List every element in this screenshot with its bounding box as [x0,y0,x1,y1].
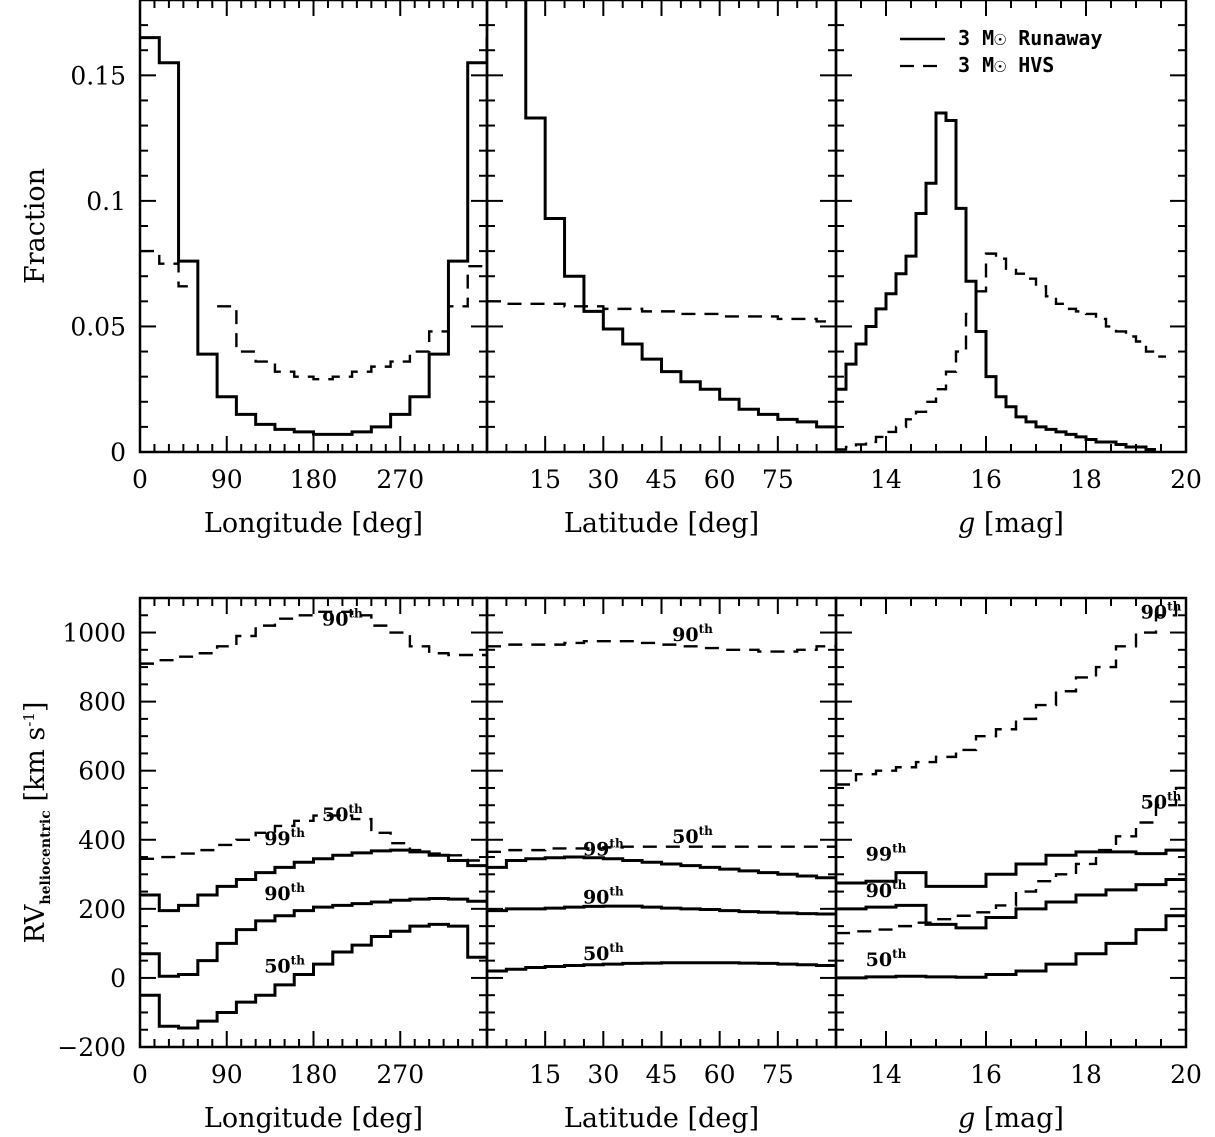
series-dashed-1 [836,786,1186,935]
panel-bottom-0: 0 90 180 270−20002004006008001000Longitude … [20,596,489,1134]
series-solid-0 [140,36,487,436]
x-tick-label: 0 [132,1060,148,1089]
x-tick-label: 180 [290,1060,338,1089]
y-tick-label: 0.05 [70,312,126,341]
x-tick-label: 16 [970,465,1002,494]
percentile-label: 90th [583,885,624,909]
x-tick-label: 60 [704,1060,736,1089]
y-tick-label: 400 [78,826,126,855]
plot-frame [138,596,489,1049]
percentile-label: 50th [583,941,624,965]
legend-label: 3 M☉ Runaway [958,26,1103,50]
series-dashed-1 [140,249,487,381]
plot-frame [485,596,838,1049]
x-tick-label: 15 [529,1060,561,1089]
percentile-label: 90th [866,878,907,902]
x-axis-title: Latitude [deg] [564,508,759,539]
series-solid-0 [524,0,836,429]
series-dashed-0 [140,610,487,665]
y-tick-label: 0 [110,438,126,467]
x-tick-label: 60 [704,465,736,494]
y-tick-label: 0.1 [86,187,126,216]
percentile-label: 50th [672,824,713,848]
x-tick-label: 30 [587,1060,619,1089]
plot-frame [834,596,1188,1049]
series-solid-4 [487,961,836,973]
y-tick-label: 600 [78,757,126,786]
x-axis-title: g [mag] [958,508,1064,539]
x-tick-label: 75 [762,465,794,494]
percentile-label: 90th [322,607,363,631]
x-tick-label: 15 [529,465,561,494]
x-tick-label: 90 [211,465,243,494]
series-solid-2 [836,848,1186,888]
y-tick-label: 0 [110,964,126,993]
x-tick-label: 16 [970,1060,1002,1089]
plot-frame [485,0,838,454]
panel-bottom-2: 14 16 18 20 g [mag] 90th 50th 99th 90th 50th [834,596,1202,1134]
x-tick-label: 14 [870,465,902,494]
x-tick-label: 45 [646,465,678,494]
percentile-label: 99th [866,841,907,865]
y-tick-label: 800 [78,688,126,717]
x-tick-label: 20 [1170,465,1202,494]
percentile-label: 90th [264,881,305,905]
legend-label: 3 M☉ HVS [958,53,1054,77]
plot-frame [138,0,489,454]
series-dashed-0 [487,637,836,653]
x-tick-label: 20 [1170,1060,1202,1089]
series-solid-0 [836,111,1156,451]
y-tick-label: −200 [57,1033,126,1062]
percentile-label: 90th [1141,600,1182,624]
percentile-label: 50th [866,947,907,971]
x-tick-label: 0 [132,465,148,494]
plot-frame [834,0,1188,454]
series-dashed-1 [487,844,836,854]
x-axis-title: Longitude [deg] [204,508,423,539]
x-tick-label: 18 [1070,465,1102,494]
y-axis-title: Fraction [20,168,51,284]
percentile-label: 90th [672,622,713,646]
x-tick-label: 45 [646,1060,678,1089]
series-solid-3 [487,904,836,916]
x-tick-label: 270 [376,1060,424,1089]
x-tick-label: 75 [762,1060,794,1089]
x-tick-label: 90 [211,1060,243,1089]
legend: 3 M☉ Runaway 3 M☉ HVS [900,26,1103,77]
x-axis-title: Longitude [deg] [204,1103,423,1134]
x-tick-label: 30 [587,465,619,494]
series-dashed-1 [487,300,836,324]
percentile-label: 50th [322,802,363,826]
percentile-label: 50th [1141,790,1182,814]
x-axis-title: Latitude [deg] [564,1103,759,1134]
percentile-label: 99th [583,836,624,860]
y-tick-label: 1000 [62,619,126,648]
panel-top-2: 14 16 18 20 g [mag] 3 M☉ Runaway 3 M☉ HVS [834,0,1202,539]
x-tick-label: 270 [376,465,424,494]
y-axis-title: RVheliocentric [km s-1] [20,702,54,944]
series-dashed-0 [836,603,1186,786]
percentile-label: 99th [264,826,305,850]
series-solid-2 [487,855,836,880]
series-solid-3 [140,896,487,978]
series-dashed-1 [836,252,1166,451]
x-tick-label: 180 [290,465,338,494]
series-solid-4 [836,914,1186,980]
y-tick-label: 200 [78,895,126,924]
y-tick-label: 0.15 [70,61,126,90]
percentile-label: 50th [264,954,305,978]
x-tick-label: 18 [1070,1060,1102,1089]
series-solid-2 [140,848,487,913]
x-tick-label: 14 [870,1060,902,1089]
panel-top-0: 0 90 180 270 0 0.05 0.1 0.15 Longitude [deg] Frac… [20,0,489,539]
series-dashed-1 [140,814,487,862]
x-axis-title: g [mag] [958,1103,1064,1134]
series-solid-3 [836,877,1186,930]
series-solid-4 [140,922,487,1030]
